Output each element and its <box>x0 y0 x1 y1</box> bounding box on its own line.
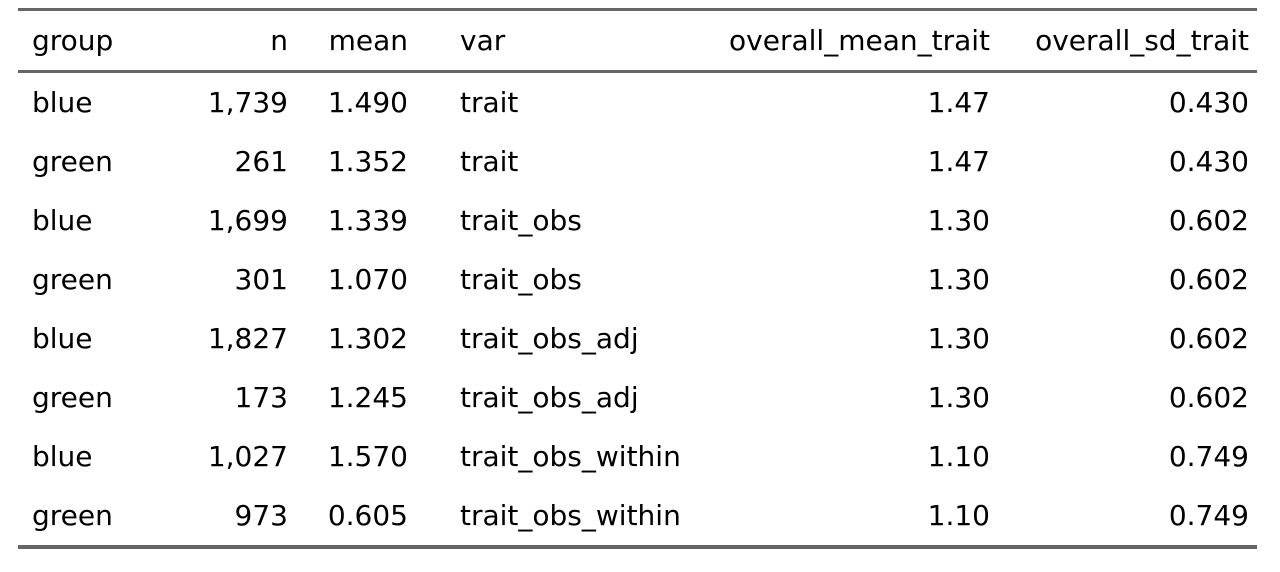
cell-overall-sd-trait: 0.749 <box>1168 499 1249 532</box>
cell-group: blue <box>32 440 93 473</box>
cell-overall-mean-trait: 1.47 <box>927 145 990 178</box>
cell-n: 973 <box>234 499 288 532</box>
cell-var: trait_obs <box>460 204 582 237</box>
cell-var: trait <box>460 145 519 178</box>
summary-statistics-table: group n mean var overall_mean_trait over… <box>18 8 1257 549</box>
table-row: blue 1,027 1.570 trait_obs_within 1.10 0… <box>18 427 1257 486</box>
column-header-overall-mean-trait: overall_mean_trait <box>664 9 990 73</box>
cell-overall-sd-trait: 0.602 <box>1168 204 1249 237</box>
table-row: green 301 1.070 trait_obs 1.30 0.602 <box>18 250 1257 309</box>
table-row: blue 1,699 1.339 trait_obs 1.30 0.602 <box>18 191 1257 250</box>
column-header-overall-sd-trait: overall_sd_trait <box>990 9 1257 73</box>
cell-overall-sd-trait: 0.602 <box>1168 381 1249 414</box>
cell-var: trait <box>460 86 519 119</box>
cell-var: trait_obs_adj <box>460 381 639 414</box>
cell-mean: 1.339 <box>327 204 408 237</box>
cell-overall-mean-trait: 1.10 <box>927 499 990 532</box>
cell-mean: 1.570 <box>327 440 408 473</box>
cell-var: trait_obs_within <box>460 499 681 532</box>
cell-overall-sd-trait: 0.430 <box>1168 86 1249 119</box>
cell-overall-mean-trait: 1.30 <box>927 381 990 414</box>
cell-mean: 1.352 <box>327 145 408 178</box>
cell-mean: 1.490 <box>327 86 408 119</box>
column-header-n: n <box>148 9 288 73</box>
table-body: blue 1,739 1.490 trait 1.47 0.430 green … <box>18 72 1257 548</box>
cell-overall-mean-trait: 1.30 <box>927 263 990 296</box>
cell-n: 261 <box>234 145 288 178</box>
cell-n: 301 <box>234 263 288 296</box>
cell-group: green <box>32 499 113 532</box>
cell-group: blue <box>32 322 93 355</box>
column-header-group: group <box>18 9 148 73</box>
table-row: green 973 0.605 trait_obs_within 1.10 0.… <box>18 486 1257 547</box>
cell-overall-sd-trait: 0.430 <box>1168 145 1249 178</box>
cell-mean: 1.302 <box>327 322 408 355</box>
cell-group: blue <box>32 86 93 119</box>
table-header: group n mean var overall_mean_trait over… <box>18 9 1257 73</box>
cell-group: green <box>32 381 113 414</box>
column-header-var: var <box>408 9 664 73</box>
column-header-mean: mean <box>288 9 408 73</box>
cell-overall-mean-trait: 1.47 <box>927 86 990 119</box>
cell-mean: 1.245 <box>327 381 408 414</box>
table-row: green 261 1.352 trait 1.47 0.430 <box>18 132 1257 191</box>
cell-n: 1,827 <box>207 322 288 355</box>
header-row: group n mean var overall_mean_trait over… <box>18 9 1257 73</box>
cell-group: green <box>32 145 113 178</box>
cell-n: 1,027 <box>207 440 288 473</box>
cell-overall-mean-trait: 1.10 <box>927 440 990 473</box>
table-row: blue 1,739 1.490 trait 1.47 0.430 <box>18 72 1257 133</box>
cell-var: trait_obs_within <box>460 440 681 473</box>
cell-n: 1,739 <box>207 86 288 119</box>
cell-overall-sd-trait: 0.749 <box>1168 440 1249 473</box>
cell-overall-sd-trait: 0.602 <box>1168 322 1249 355</box>
table-row: blue 1,827 1.302 trait_obs_adj 1.30 0.60… <box>18 309 1257 368</box>
cell-group: blue <box>32 204 93 237</box>
cell-overall-mean-trait: 1.30 <box>927 322 990 355</box>
cell-var: trait_obs_adj <box>460 322 639 355</box>
cell-n: 173 <box>234 381 288 414</box>
cell-n: 1,699 <box>207 204 288 237</box>
cell-group: green <box>32 263 113 296</box>
cell-overall-sd-trait: 0.602 <box>1168 263 1249 296</box>
cell-mean: 0.605 <box>327 499 408 532</box>
table-row: green 173 1.245 trait_obs_adj 1.30 0.602 <box>18 368 1257 427</box>
cell-mean: 1.070 <box>327 263 408 296</box>
cell-var: trait_obs <box>460 263 582 296</box>
cell-overall-mean-trait: 1.30 <box>927 204 990 237</box>
